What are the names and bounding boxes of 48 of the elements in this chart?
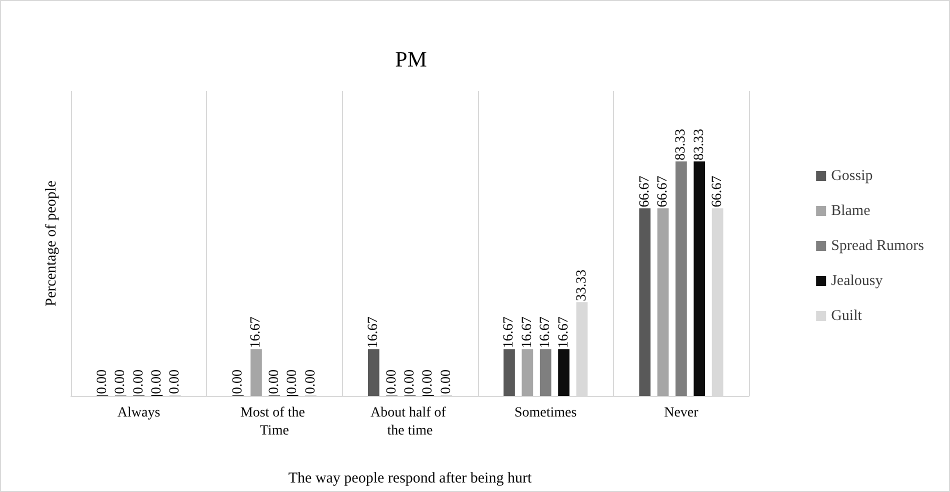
x-axis-title: The way people respond after being hurt bbox=[288, 470, 532, 486]
bar bbox=[657, 208, 669, 396]
data-label: 16.67 bbox=[502, 316, 517, 348]
x-tick-label: Sometimes bbox=[514, 406, 577, 420]
bar bbox=[540, 349, 552, 396]
bar bbox=[639, 208, 651, 396]
legend-label: Blame bbox=[831, 203, 871, 219]
legend-label: Guilt bbox=[831, 308, 863, 324]
data-label: 83.33 bbox=[692, 128, 707, 160]
bar bbox=[504, 349, 515, 396]
x-tick-label: Always bbox=[117, 406, 160, 420]
bar bbox=[676, 161, 687, 396]
data-label: 16.67 bbox=[538, 316, 554, 348]
data-label: 16.67 bbox=[366, 316, 382, 348]
y-axis-title: Percentage of people bbox=[44, 180, 60, 306]
data-label: 66.67 bbox=[656, 176, 671, 208]
data-label: 0.00 bbox=[285, 370, 300, 394]
data-label: 66.67 bbox=[710, 176, 726, 208]
data-label: 0.00 bbox=[113, 370, 128, 394]
data-label: 0.00 bbox=[384, 370, 400, 394]
x-tick-label: Most of the Time bbox=[240, 406, 308, 438]
data-label: 0.00 bbox=[438, 370, 454, 394]
x-tick-label: Never bbox=[664, 406, 699, 420]
legend-label: Jealousy bbox=[831, 273, 884, 289]
data-label: 0.00 bbox=[303, 370, 318, 394]
bar bbox=[368, 349, 380, 396]
data-label: 66.67 bbox=[637, 176, 652, 208]
data-label: 0.00 bbox=[420, 370, 436, 394]
data-label: 0.00 bbox=[168, 370, 183, 394]
data-label: 0.00 bbox=[94, 370, 110, 394]
legend-label: Gossip bbox=[831, 168, 873, 184]
data-label: 16.67 bbox=[248, 316, 264, 348]
bar bbox=[522, 349, 534, 396]
data-label: 0.00 bbox=[230, 370, 246, 394]
data-label: 16.67 bbox=[556, 316, 572, 348]
legend-label: Spread Rumors bbox=[831, 238, 924, 254]
bar bbox=[694, 161, 706, 396]
data-label: 0.00 bbox=[266, 370, 282, 394]
data-label: 33.33 bbox=[574, 270, 590, 302]
data-label: 0.00 bbox=[402, 370, 418, 394]
data-label: 16.67 bbox=[520, 316, 535, 348]
data-label: 0.00 bbox=[131, 370, 146, 394]
data-label: 83.33 bbox=[674, 128, 689, 160]
data-label: 0.00 bbox=[149, 370, 164, 394]
bar bbox=[250, 349, 262, 396]
chart-title: PM bbox=[395, 46, 427, 72]
bar bbox=[558, 349, 570, 396]
x-tick-label: About half of the time bbox=[370, 406, 450, 438]
